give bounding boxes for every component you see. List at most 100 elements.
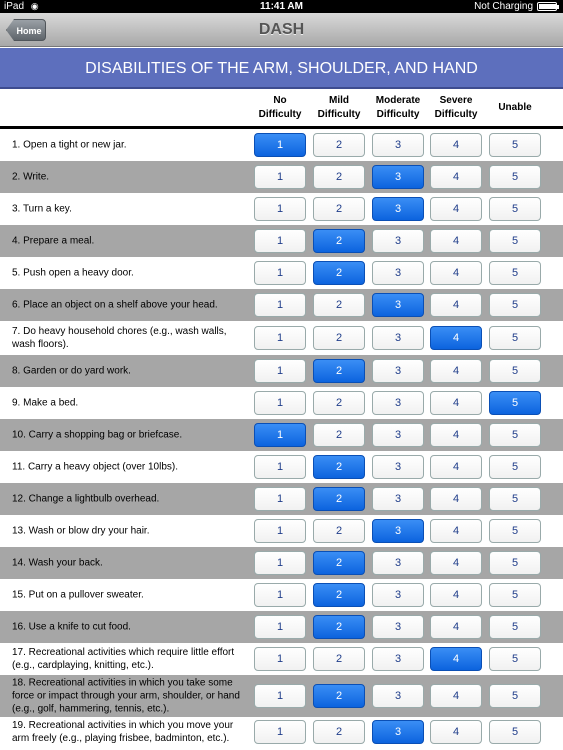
answer-option-1-button[interactable]: 1 xyxy=(254,165,306,189)
answer-option-1-button[interactable]: 1 xyxy=(254,551,306,575)
answer-option-1-button[interactable]: 1 xyxy=(254,326,306,350)
answer-option-2-button[interactable]: 2 xyxy=(313,720,365,744)
answer-option-1-button[interactable]: 1 xyxy=(254,197,306,221)
answer-option-1-button[interactable]: 1 xyxy=(254,519,306,543)
answer-option-5-button[interactable]: 5 xyxy=(489,391,541,415)
answer-option-5-button[interactable]: 5 xyxy=(489,197,541,221)
answer-option-4-button[interactable]: 4 xyxy=(430,229,482,253)
answer-option-2-button[interactable]: 2 xyxy=(313,197,365,221)
answer-option-3-button[interactable]: 3 xyxy=(372,326,424,350)
answer-option-1-button[interactable]: 1 xyxy=(254,684,306,708)
answer-option-2-button[interactable]: 2 xyxy=(313,684,365,708)
answer-option-5-button[interactable]: 5 xyxy=(489,261,541,285)
answer-option-4-button[interactable]: 4 xyxy=(430,720,482,744)
answer-option-2-button[interactable]: 2 xyxy=(313,519,365,543)
answer-option-2-button[interactable]: 2 xyxy=(313,229,365,253)
answer-option-1-button[interactable]: 1 xyxy=(254,293,306,317)
question-text: 12. Change a lightbulb overhead. xyxy=(12,493,160,505)
answer-option-1-button[interactable]: 1 xyxy=(254,391,306,415)
answer-option-5-button[interactable]: 5 xyxy=(489,519,541,543)
answer-option-1-button[interactable]: 1 xyxy=(254,647,306,671)
answer-option-3-button[interactable]: 3 xyxy=(372,359,424,383)
answer-option-2-button[interactable]: 2 xyxy=(313,359,365,383)
answer-option-5-button[interactable]: 5 xyxy=(489,647,541,671)
answer-option-5-button[interactable]: 5 xyxy=(489,423,541,447)
form-title-banner: DISABILITIES OF THE ARM, SHOULDER, AND H… xyxy=(0,48,563,89)
answer-option-5-button[interactable]: 5 xyxy=(489,583,541,607)
answer-option-3-button[interactable]: 3 xyxy=(372,293,424,317)
answer-option-1-button[interactable]: 1 xyxy=(254,359,306,383)
answer-option-1-button[interactable]: 1 xyxy=(254,455,306,479)
answer-option-3-button[interactable]: 3 xyxy=(372,455,424,479)
answer-option-5-button[interactable]: 5 xyxy=(489,133,541,157)
answer-option-3-button[interactable]: 3 xyxy=(372,615,424,639)
answer-option-4-button[interactable]: 4 xyxy=(430,261,482,285)
answer-option-3-button[interactable]: 3 xyxy=(372,720,424,744)
answer-option-5-button[interactable]: 5 xyxy=(489,359,541,383)
home-back-button[interactable]: Home xyxy=(6,19,46,41)
answer-option-3-button[interactable]: 3 xyxy=(372,551,424,575)
answer-option-3-button[interactable]: 3 xyxy=(372,391,424,415)
answer-option-2-button[interactable]: 2 xyxy=(313,551,365,575)
answer-option-2-button[interactable]: 2 xyxy=(313,261,365,285)
answer-option-3-button[interactable]: 3 xyxy=(372,423,424,447)
answer-option-3-button[interactable]: 3 xyxy=(372,133,424,157)
answer-option-2-button[interactable]: 2 xyxy=(313,423,365,447)
answer-option-5-button[interactable]: 5 xyxy=(489,165,541,189)
answer-option-2-button[interactable]: 2 xyxy=(313,647,365,671)
answer-option-3-button[interactable]: 3 xyxy=(372,519,424,543)
answer-option-5-button[interactable]: 5 xyxy=(489,615,541,639)
answer-option-4-button[interactable]: 4 xyxy=(430,165,482,189)
answer-option-1-button[interactable]: 1 xyxy=(254,583,306,607)
answer-option-5-button[interactable]: 5 xyxy=(489,229,541,253)
question-row: 18. Recreational activities in which you… xyxy=(0,675,563,717)
answer-option-4-button[interactable]: 4 xyxy=(430,455,482,479)
answer-option-4-button[interactable]: 4 xyxy=(430,423,482,447)
answer-option-3-button[interactable]: 3 xyxy=(372,261,424,285)
answer-option-3-button[interactable]: 3 xyxy=(372,647,424,671)
answer-option-2-button[interactable]: 2 xyxy=(313,391,365,415)
answer-option-4-button[interactable]: 4 xyxy=(430,197,482,221)
question-text: 4. Prepare a meal. xyxy=(12,235,95,247)
answer-option-2-button[interactable]: 2 xyxy=(313,583,365,607)
answer-option-1-button[interactable]: 1 xyxy=(254,229,306,253)
answer-option-5-button[interactable]: 5 xyxy=(489,684,541,708)
answer-option-1-button[interactable]: 1 xyxy=(254,615,306,639)
answer-option-4-button[interactable]: 4 xyxy=(430,583,482,607)
answer-option-3-button[interactable]: 3 xyxy=(372,197,424,221)
answer-option-1-button[interactable]: 1 xyxy=(254,720,306,744)
answer-option-5-button[interactable]: 5 xyxy=(489,455,541,479)
answer-option-4-button[interactable]: 4 xyxy=(430,359,482,383)
answer-option-1-button[interactable]: 1 xyxy=(254,133,306,157)
answer-option-4-button[interactable]: 4 xyxy=(430,551,482,575)
answer-option-3-button[interactable]: 3 xyxy=(372,684,424,708)
answer-option-4-button[interactable]: 4 xyxy=(430,487,482,511)
answer-option-2-button[interactable]: 2 xyxy=(313,455,365,479)
answer-option-5-button[interactable]: 5 xyxy=(489,293,541,317)
answer-option-5-button[interactable]: 5 xyxy=(489,551,541,575)
answer-option-4-button[interactable]: 4 xyxy=(430,615,482,639)
answer-option-4-button[interactable]: 4 xyxy=(430,647,482,671)
answer-option-4-button[interactable]: 4 xyxy=(430,326,482,350)
answer-option-1-button[interactable]: 1 xyxy=(254,423,306,447)
answer-option-4-button[interactable]: 4 xyxy=(430,519,482,543)
answer-option-5-button[interactable]: 5 xyxy=(489,720,541,744)
answer-option-2-button[interactable]: 2 xyxy=(313,615,365,639)
answer-option-4-button[interactable]: 4 xyxy=(430,293,482,317)
answer-option-2-button[interactable]: 2 xyxy=(313,293,365,317)
answer-option-1-button[interactable]: 1 xyxy=(254,261,306,285)
answer-option-3-button[interactable]: 3 xyxy=(372,229,424,253)
answer-option-4-button[interactable]: 4 xyxy=(430,391,482,415)
answer-option-5-button[interactable]: 5 xyxy=(489,487,541,511)
answer-option-3-button[interactable]: 3 xyxy=(372,165,424,189)
answer-option-2-button[interactable]: 2 xyxy=(313,487,365,511)
answer-option-3-button[interactable]: 3 xyxy=(372,583,424,607)
answer-option-5-button[interactable]: 5 xyxy=(489,326,541,350)
answer-option-1-button[interactable]: 1 xyxy=(254,487,306,511)
answer-option-2-button[interactable]: 2 xyxy=(313,165,365,189)
answer-option-2-button[interactable]: 2 xyxy=(313,133,365,157)
answer-option-4-button[interactable]: 4 xyxy=(430,684,482,708)
answer-option-3-button[interactable]: 3 xyxy=(372,487,424,511)
answer-option-4-button[interactable]: 4 xyxy=(430,133,482,157)
answer-option-2-button[interactable]: 2 xyxy=(313,326,365,350)
